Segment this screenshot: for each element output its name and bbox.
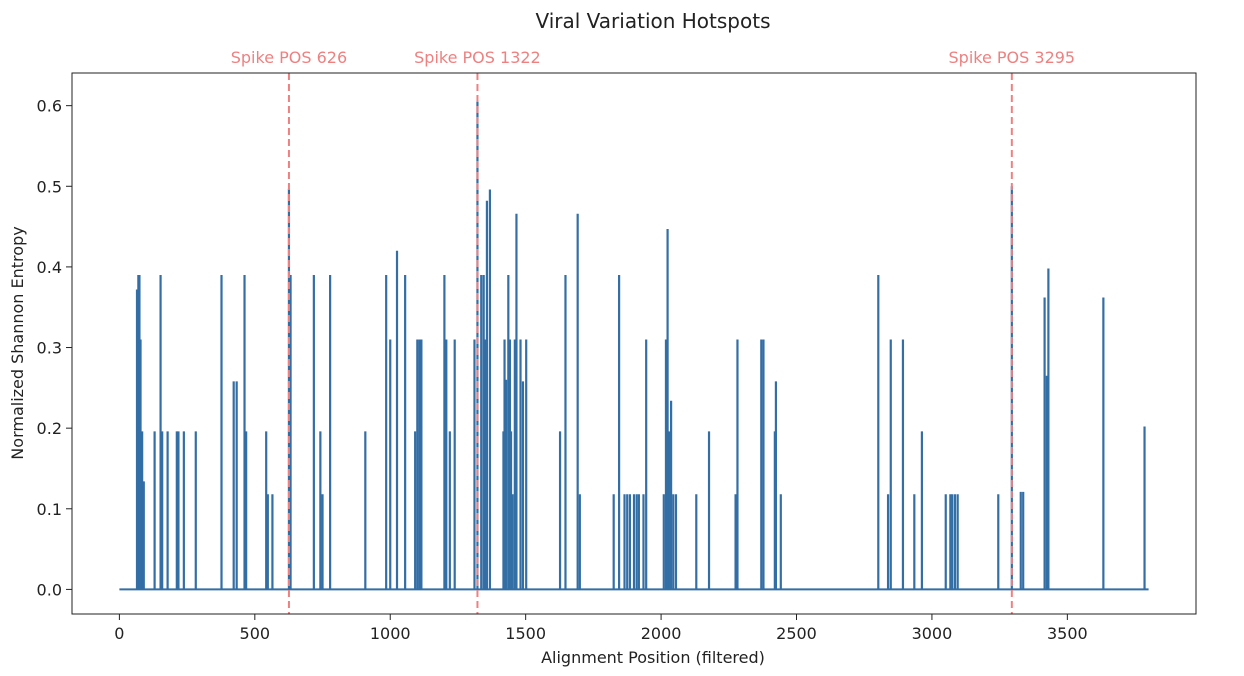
x-tick-label: 2500 xyxy=(776,624,817,643)
y-tick-label: 0.1 xyxy=(37,500,62,519)
y-tick-label: 0.6 xyxy=(37,97,62,116)
x-tick-label: 3500 xyxy=(1047,624,1088,643)
x-tick-label: 1000 xyxy=(370,624,411,643)
x-tick-label: 0 xyxy=(114,624,124,643)
chart-title: Viral Variation Hotspots xyxy=(535,9,770,33)
x-tick-label: 2000 xyxy=(641,624,682,643)
y-tick-label: 0.4 xyxy=(37,258,62,277)
y-tick-label: 0.3 xyxy=(37,339,62,358)
spike-marker-label: Spike POS 3295 xyxy=(949,48,1076,67)
plot-frame xyxy=(71,72,1197,615)
y-tick-label: 0.2 xyxy=(37,419,62,438)
spike-marker-label: Spike POS 626 xyxy=(231,48,347,67)
y-tick-label: 0.5 xyxy=(37,177,62,196)
x-tick-label: 3000 xyxy=(912,624,953,643)
annotations: Spike POS 626 Spike POS 1322 Spike POS 329… xyxy=(231,48,1075,614)
plot-area xyxy=(119,101,1149,591)
x-tick-label: 1500 xyxy=(505,624,546,643)
y-tick-label: 0.0 xyxy=(37,580,62,599)
y-axis: 0.0 0.1 0.2 0.3 0.4 0.5 0.6 xyxy=(37,97,72,599)
spike-marker-label: Spike POS 1322 xyxy=(414,48,541,67)
y-axis-label: Normalized Shannon Entropy xyxy=(8,226,27,459)
x-axis-label: Alignment Position (filtered) xyxy=(541,648,765,667)
x-axis: 0 500 1000 1500 2000 2500 3000 3500 xyxy=(114,614,1088,643)
x-tick-label: 500 xyxy=(240,624,271,643)
